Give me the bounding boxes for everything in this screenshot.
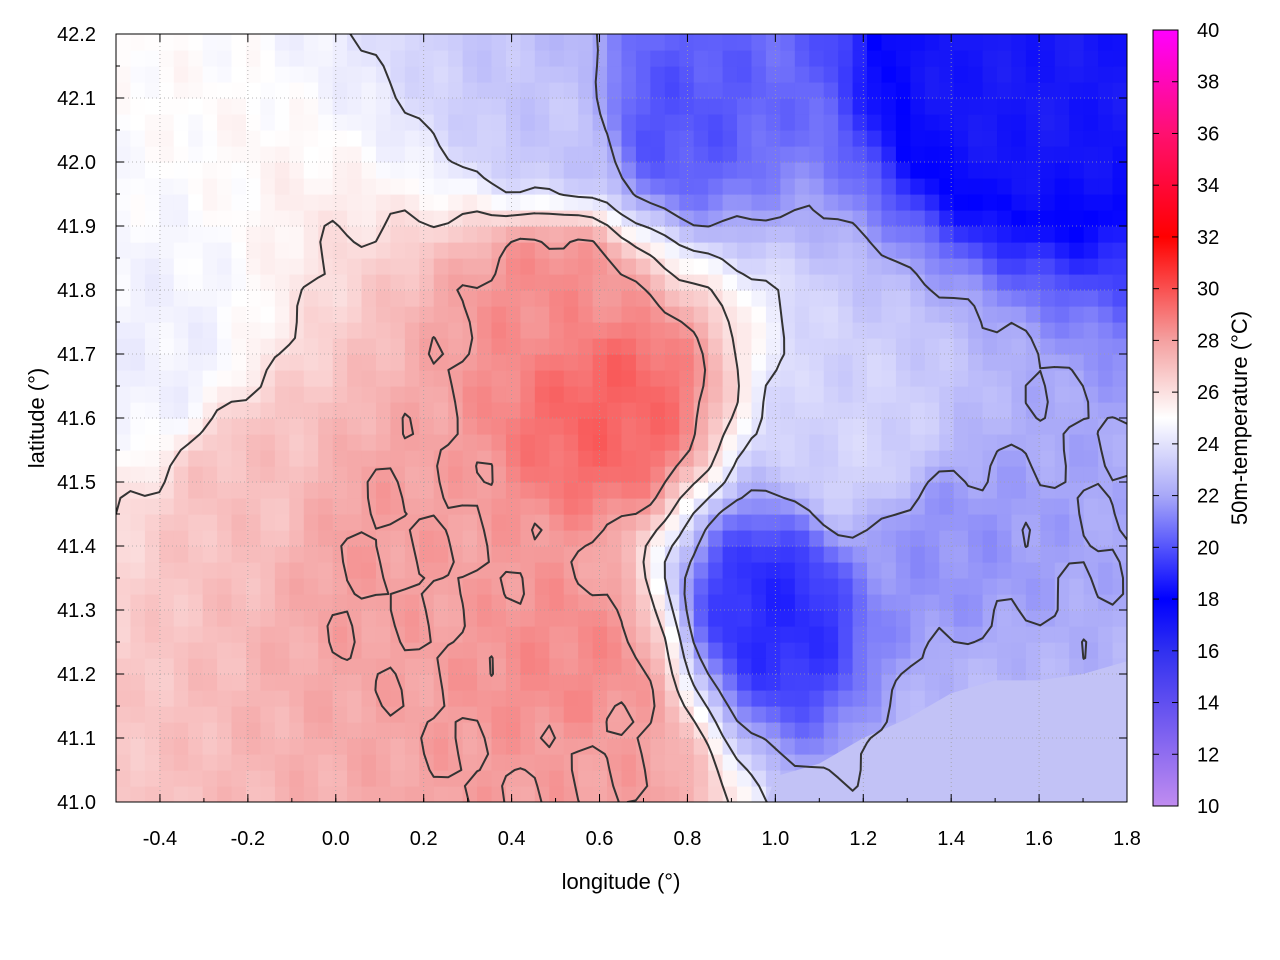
colorbar-tick-label: 36 [1197, 123, 1219, 145]
y-tick-label: 41.6 [57, 408, 96, 430]
colorbar-tick-label: 14 [1197, 693, 1219, 715]
y-tick-label: 41.0 [57, 792, 96, 814]
y-tick-label: 41.4 [57, 536, 96, 558]
sea-polygon [766, 661, 1127, 802]
colorbar-tick-label: 38 [1197, 72, 1219, 94]
x-tick-label: 1.4 [937, 828, 965, 850]
x-tick-label: 0.4 [498, 828, 526, 850]
colorbar-tick-label: 16 [1197, 641, 1219, 663]
x-tick-label: 1.2 [849, 828, 877, 850]
y-axis-title: latitude (°) [24, 368, 49, 469]
colorbar-title: 50m-temperature (°C) [1227, 311, 1252, 525]
colorbar [1152, 29, 1179, 807]
x-tick-label: -0.2 [231, 828, 265, 850]
y-tick-label: 41.3 [57, 600, 96, 622]
colorbar-tick-label: 10 [1197, 796, 1219, 818]
y-tick-label: 42.2 [57, 24, 96, 46]
y-tick-label: 41.5 [57, 472, 96, 494]
contour-line-26 [116, 209, 740, 802]
x-tick-label: 0.6 [586, 828, 614, 850]
colorbar-tick-label: 22 [1197, 486, 1219, 508]
x-tick-label: 0.0 [322, 828, 350, 850]
colorbar-tick-label: 12 [1197, 744, 1219, 766]
x-tick-label: -0.4 [143, 828, 177, 850]
grid-lines [116, 34, 1127, 802]
x-tick-label: 1.8 [1113, 828, 1141, 850]
colorbar-tick-label: 30 [1197, 279, 1219, 301]
colorbar-tick-label: 24 [1197, 434, 1219, 456]
colorbar-axis: 10 12 14 16 18 20 22 24 26 28 30 32 34 36 38 40 [1153, 20, 1219, 818]
x-tick-label: 0.2 [410, 828, 438, 850]
colorbar-tick-label: 34 [1197, 175, 1219, 197]
contour-lines [116, 34, 1127, 802]
colorbar-tick-label: 20 [1197, 537, 1219, 559]
contour-line-28 [326, 237, 707, 802]
y-tick-label: 41.8 [57, 280, 96, 302]
colorbar-tick-label: 32 [1197, 227, 1219, 249]
x-tick-label: 1.6 [1025, 828, 1053, 850]
contour-line-22 [594, 34, 1127, 792]
y-tick-label: 41.7 [57, 344, 96, 366]
colorbar-tick-label: 18 [1197, 589, 1219, 611]
x-tick-label: 0.8 [674, 828, 702, 850]
x-axis-title: longitude (°) [562, 869, 681, 894]
colorbar-tick-label: 40 [1197, 20, 1219, 42]
colorbar-tick-label: 28 [1197, 330, 1219, 352]
y-tick-label: 42.1 [57, 88, 96, 110]
y-axis: 41.0 41.1 41.2 41.3 41.4 41.5 41.6 41.7 41.8 41.9… [57, 24, 1127, 814]
contour-line-24 [349, 34, 786, 802]
x-axis: -0.4 -0.2 0.0 0.2 0.4 0.6 0.8 1.0 1.2 1.4 1.6 1.8 [115, 34, 1141, 850]
y-tick-label: 41.1 [57, 728, 96, 750]
y-tick-label: 41.2 [57, 664, 96, 686]
x-tick-label: 1.0 [761, 828, 789, 850]
y-tick-label: 42.0 [57, 152, 96, 174]
colorbar-tick-label: 26 [1197, 382, 1219, 404]
sea-region [766, 661, 1127, 802]
y-tick-label: 41.9 [57, 216, 96, 238]
